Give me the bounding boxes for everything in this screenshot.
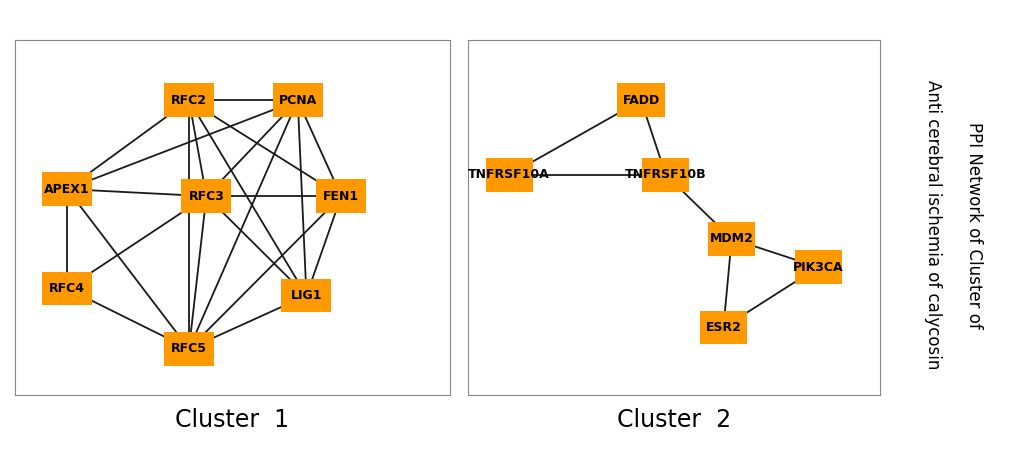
FancyBboxPatch shape xyxy=(272,84,322,117)
Text: APEX1: APEX1 xyxy=(45,183,90,196)
FancyBboxPatch shape xyxy=(616,84,664,117)
Text: LIG1: LIG1 xyxy=(290,289,322,302)
FancyBboxPatch shape xyxy=(42,272,92,306)
Text: Cluster  1: Cluster 1 xyxy=(175,408,289,432)
Text: MDM2: MDM2 xyxy=(709,232,753,245)
Text: TNFRSF10A: TNFRSF10A xyxy=(468,168,549,181)
FancyBboxPatch shape xyxy=(794,250,841,284)
FancyBboxPatch shape xyxy=(641,158,689,192)
Text: ESR2: ESR2 xyxy=(705,321,741,334)
FancyBboxPatch shape xyxy=(42,172,92,206)
FancyBboxPatch shape xyxy=(699,310,746,344)
FancyBboxPatch shape xyxy=(707,222,755,256)
Text: PCNA: PCNA xyxy=(278,94,317,107)
FancyBboxPatch shape xyxy=(181,180,231,213)
Text: PIK3CA: PIK3CA xyxy=(792,261,843,274)
Text: FEN1: FEN1 xyxy=(323,190,359,203)
Text: RFC3: RFC3 xyxy=(189,190,224,203)
FancyBboxPatch shape xyxy=(164,84,214,117)
Text: RFC5: RFC5 xyxy=(171,342,207,356)
Text: PPI Network of Cluster of: PPI Network of Cluster of xyxy=(964,122,982,328)
FancyBboxPatch shape xyxy=(164,332,214,366)
Text: FADD: FADD xyxy=(622,94,659,107)
FancyBboxPatch shape xyxy=(281,279,331,312)
Text: Cluster  2: Cluster 2 xyxy=(616,408,731,432)
Text: Anti cerebral ischemia of calycosin: Anti cerebral ischemia of calycosin xyxy=(923,80,942,370)
Text: RFC4: RFC4 xyxy=(49,282,86,295)
Text: TNFRSF10B: TNFRSF10B xyxy=(625,168,706,181)
FancyBboxPatch shape xyxy=(485,158,532,192)
Text: RFC2: RFC2 xyxy=(171,94,207,107)
FancyBboxPatch shape xyxy=(316,180,366,213)
